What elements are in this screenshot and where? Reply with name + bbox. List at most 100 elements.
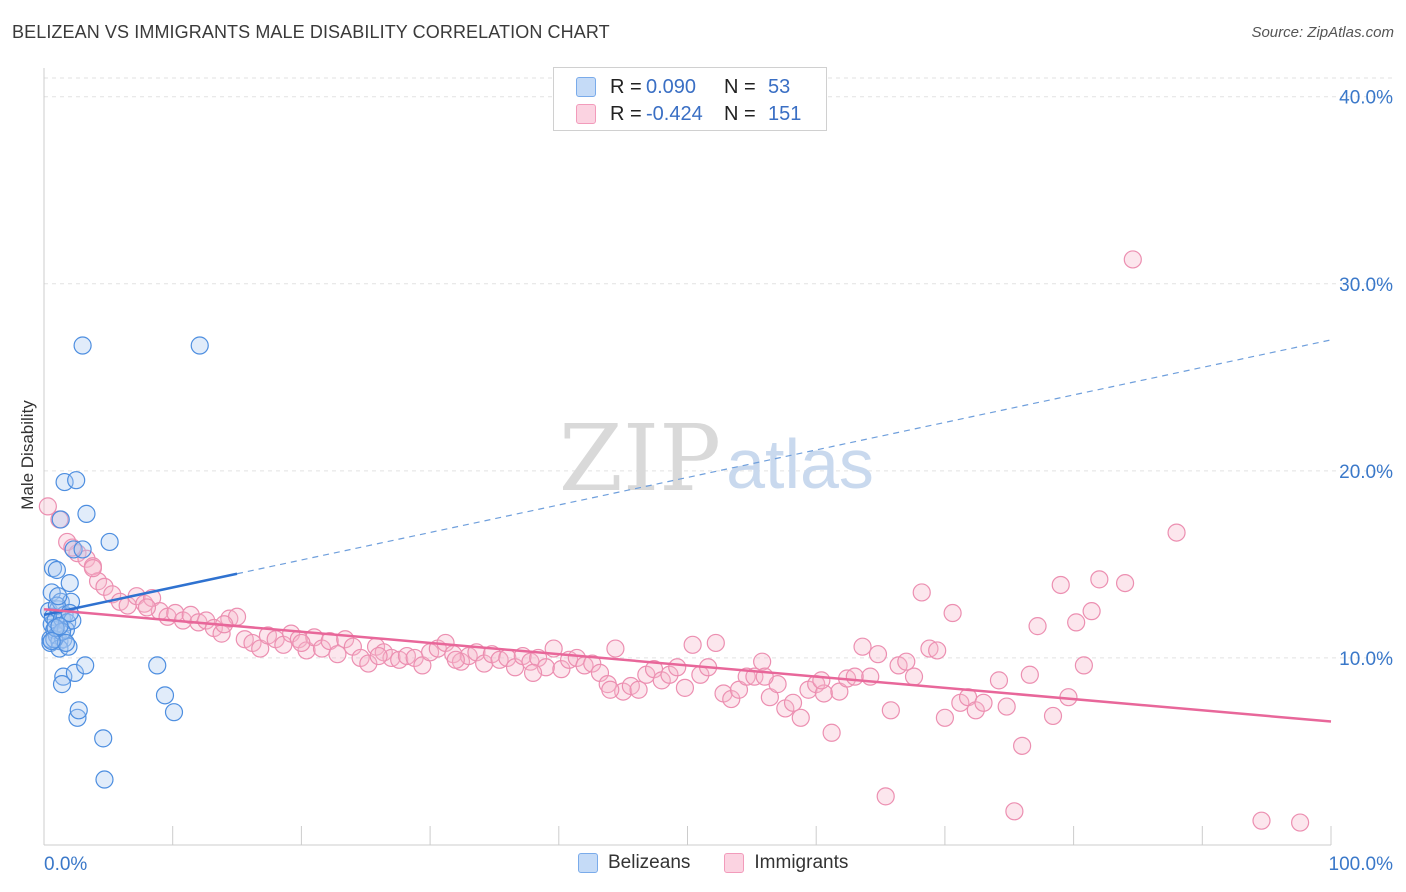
point-immigrants	[753, 652, 772, 671]
legend-n-label: N =	[724, 102, 756, 125]
point-immigrants	[853, 637, 872, 656]
point-immigrants	[897, 652, 916, 671]
point-immigrants	[137, 598, 157, 617]
x-tick-label-max: 100.0%	[1329, 854, 1394, 875]
point-belizeans	[68, 708, 87, 727]
point-belizeans	[77, 504, 96, 523]
point-immigrants	[1020, 665, 1039, 684]
point-immigrants	[38, 497, 57, 516]
point-immigrants	[683, 635, 702, 654]
point-immigrants	[943, 603, 962, 623]
trend-belizeans-solid	[43, 572, 238, 617]
point-belizeans	[42, 631, 61, 651]
legend-swatch-immigrants	[724, 853, 745, 873]
point-immigrants	[1082, 602, 1101, 621]
legend-n-value: 151	[768, 102, 802, 125]
point-immigrants	[359, 654, 378, 673]
correlation-legend: R = 0.090 N = 53 R = -0.424 N = 151	[553, 67, 827, 131]
watermark-atlas: atlas	[726, 425, 874, 503]
watermark-zip: ZIP	[559, 405, 721, 512]
point-belizeans	[67, 471, 86, 490]
point-immigrants	[928, 641, 947, 660]
point-immigrants	[997, 697, 1016, 716]
point-immigrants	[1123, 250, 1142, 269]
point-immigrants	[1115, 573, 1135, 593]
point-immigrants	[58, 532, 77, 552]
legend-n-label: N =	[724, 75, 756, 98]
point-belizeans	[73, 336, 92, 355]
point-belizeans	[164, 703, 184, 722]
point-immigrants	[881, 701, 900, 720]
point-immigrants	[1090, 570, 1109, 589]
point-immigrants	[83, 559, 103, 578]
point-belizeans	[55, 472, 74, 492]
point-immigrants	[1291, 813, 1310, 832]
x-tick-label-min: 0.0%	[44, 854, 87, 875]
point-immigrants	[989, 671, 1009, 690]
point-immigrants	[369, 646, 388, 666]
series-legend: Belizeans Immigrants	[578, 852, 882, 874]
point-immigrants	[783, 693, 803, 712]
point-belizeans	[190, 336, 209, 355]
legend-r-label: R =	[610, 75, 642, 98]
point-immigrants	[1074, 656, 1093, 675]
point-belizeans	[94, 729, 113, 748]
legend-label-immigrants: Immigrants	[754, 852, 849, 873]
point-belizeans	[47, 560, 66, 580]
point-immigrants	[791, 708, 810, 727]
legend-r-value: -0.424	[646, 102, 703, 125]
point-immigrants	[606, 639, 625, 658]
point-immigrants	[876, 787, 895, 806]
point-immigrants	[1051, 575, 1070, 595]
legend-item-belizeans: Belizeans	[578, 852, 690, 874]
trend-immigrants	[43, 608, 1332, 723]
point-immigrants	[1028, 617, 1047, 636]
point-immigrants	[845, 667, 864, 686]
point-immigrants	[668, 658, 687, 677]
point-immigrants	[328, 645, 347, 664]
point-belizeans	[49, 587, 68, 606]
point-belizeans	[155, 686, 175, 705]
point-immigrants	[1167, 523, 1186, 542]
point-immigrants	[675, 678, 695, 697]
point-immigrants	[737, 667, 756, 686]
point-immigrants	[904, 667, 924, 686]
grid-lines	[44, 77, 1394, 659]
point-immigrants	[1067, 613, 1086, 632]
y-tick-label: 20.0%	[1339, 462, 1393, 483]
y-tick-label: 40.0%	[1339, 88, 1393, 109]
point-immigrants	[1013, 736, 1032, 755]
y-tick-label: 10.0%	[1339, 649, 1393, 670]
legend-n-value: 53	[768, 75, 791, 98]
point-belizeans	[76, 656, 95, 675]
point-belizeans	[54, 667, 73, 686]
trend-belizeans-dashed	[236, 339, 1332, 575]
point-immigrants	[822, 723, 841, 742]
point-immigrants	[1005, 802, 1024, 821]
y-axis-label: Male Disability	[18, 400, 37, 510]
point-immigrants	[95, 577, 114, 596]
point-immigrants	[706, 633, 725, 653]
point-immigrants	[475, 654, 494, 673]
point-belizeans	[148, 656, 167, 675]
point-immigrants	[974, 693, 993, 712]
point-belizeans	[95, 770, 114, 789]
point-belizeans	[69, 701, 88, 720]
legend-swatch-immigrants	[576, 104, 596, 124]
point-immigrants	[1252, 811, 1271, 830]
point-immigrants	[629, 680, 648, 699]
point-belizeans	[56, 633, 75, 653]
legend-row-immigrants: R = -0.424 N = 151	[576, 102, 801, 126]
point-immigrants	[660, 665, 679, 684]
chart-title: BELIZEAN VS IMMIGRANTS MALE DISABILITY C…	[12, 22, 610, 42]
point-immigrants	[1043, 706, 1063, 726]
point-immigrants	[868, 645, 888, 664]
point-immigrants	[722, 689, 741, 709]
legend-r-label: R =	[610, 102, 642, 125]
trend-lines	[43, 339, 1332, 723]
point-belizeans	[65, 663, 84, 682]
legend-swatch-belizeans	[576, 77, 596, 97]
point-belizeans	[60, 573, 79, 593]
source-label: Source: ZipAtlas.com	[1251, 24, 1394, 41]
